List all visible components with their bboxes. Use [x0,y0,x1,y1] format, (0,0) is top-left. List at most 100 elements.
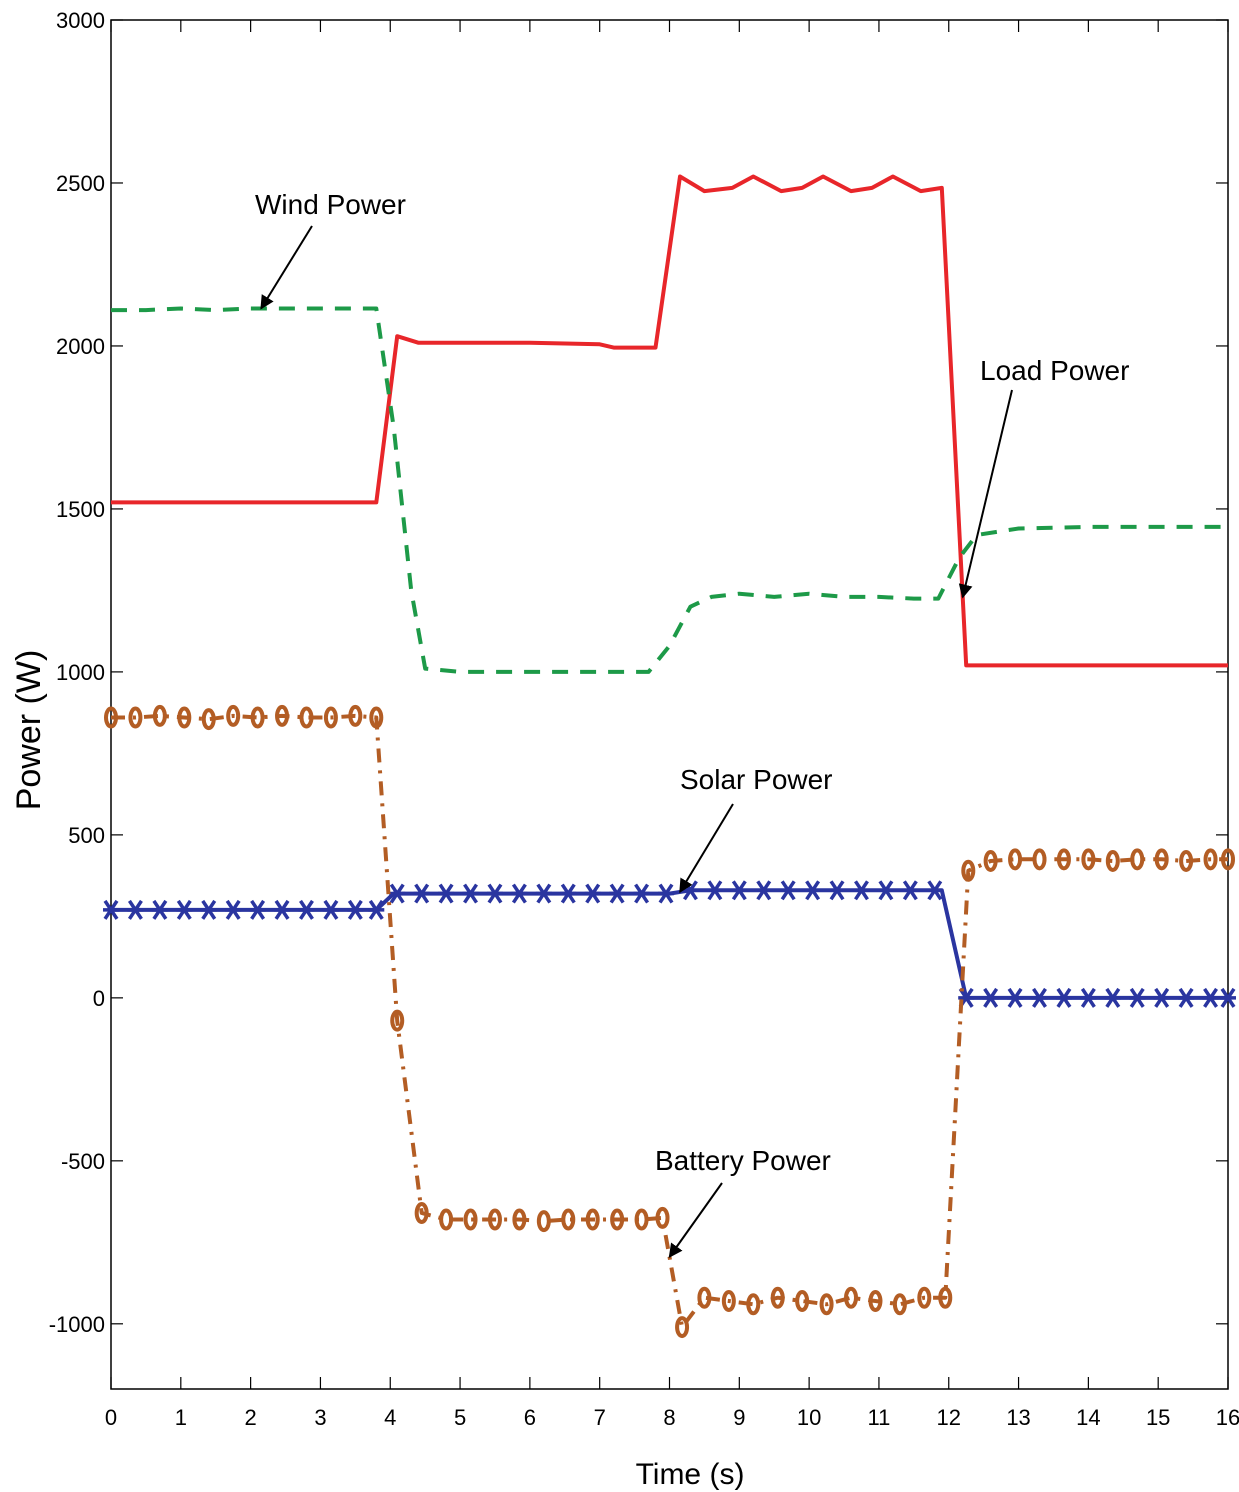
battery-power-marker [655,1206,670,1229]
y-tick-label: 0 [93,986,105,1011]
x-tick-label: 11 [868,1405,891,1430]
battery-power-marker [512,1208,527,1231]
solar-power-marker [1153,987,1170,1008]
battery-power-marker [369,706,384,729]
solar-power-marker [368,899,385,920]
load-power-line [111,174,1228,668]
battery-power-marker [414,1201,429,1224]
x-tick-label: 16 [1216,1405,1239,1430]
solar-power-marker [347,899,364,920]
battery-power-marker [1179,849,1194,872]
battery-power-marker [795,1289,810,1312]
x-tick-label: 6 [524,1405,536,1430]
battery-power-marker [348,704,363,727]
x-tick-label: 4 [384,1405,396,1430]
battery-power-marker [463,1208,478,1231]
y-tick-label: -500 [61,1149,105,1174]
solar-power-annotation-arrow [679,803,734,894]
battery-power-annotation-arrow [668,1182,723,1259]
wind-power-annotation: Wind Power [255,189,406,220]
solar-power-marker [1202,987,1219,1008]
battery-power-marker [299,706,314,729]
solar-power-marker [389,883,406,904]
y-tick-label: 1000 [56,660,105,685]
solar-power-marker [1178,987,1195,1008]
wind-power-annotation-arrow [260,225,313,310]
battery-power-marker [892,1293,907,1316]
x-tick-label: 10 [797,1405,821,1430]
solar-power-marker [902,880,919,901]
battery-power-marker [938,1286,953,1309]
x-tick-label: 1 [175,1405,187,1430]
series-layer [103,174,1236,1339]
solar-power-marker [249,899,266,920]
solar-power-marker [829,880,846,901]
solar-power-marker [584,883,601,904]
solar-power-marker [322,899,339,920]
y-tick-label: 500 [68,823,105,848]
battery-power-marker [844,1286,859,1309]
battery-power-marker [1130,848,1145,871]
battery-power-marker [961,859,976,882]
battery-power-marker [536,1210,551,1233]
battery-power-marker [128,706,143,729]
x-tick-label: 13 [1006,1405,1030,1430]
battery-power-annotation: Battery Power [655,1145,831,1176]
x-tick-label: 5 [454,1405,466,1430]
solar-power-marker [926,880,943,901]
solar-power-marker [982,987,999,1008]
battery-power-marker [746,1293,761,1316]
solar-power-marker [633,883,650,904]
solar-power-marker [804,880,821,901]
x-tick-label: 3 [314,1405,326,1430]
battery-power-marker [697,1286,712,1309]
solar-power-marker [1220,987,1236,1008]
solar-power-marker [731,880,748,901]
battery-power-marker [201,708,216,731]
battery-power-marker [819,1293,834,1316]
battery-power-series [104,704,1235,1339]
solar-power-marker [274,899,291,920]
battery-power-marker [1081,848,1096,871]
y-tick-label: 2500 [56,171,105,196]
axis-ticks: 0 1 2 3 4 5 6 7 8 9 10 11 12 13 14 15 16-1000-5000500100… [49,8,1239,1430]
solar-power-annotation: Solar Power [680,764,833,795]
battery-power-marker [1008,848,1023,871]
x-tick-label: 9 [733,1405,745,1430]
x-tick-label: 12 [937,1405,961,1430]
solar-power-marker [1104,987,1121,1008]
load-power-series [111,174,1228,668]
solar-power-marker [151,899,168,920]
battery-power-marker [1221,848,1235,871]
battery-power-marker [177,706,192,729]
solar-power-marker [609,883,626,904]
x-tick-label: 7 [594,1405,606,1430]
y-tick-label: 2000 [56,334,105,359]
solar-power-marker [780,880,797,901]
solar-power-marker [511,883,528,904]
battery-power-marker [1154,848,1169,871]
y-tick-label: 1500 [56,497,105,522]
battery-power-marker [152,704,167,727]
solar-power-marker [225,899,242,920]
battery-power-marker [439,1208,454,1231]
solar-power-marker [755,880,772,901]
battery-power-marker [275,704,290,727]
solar-power-marker [560,883,577,904]
battery-power-marker [1105,849,1120,872]
battery-power-marker [1032,848,1047,871]
battery-power-marker [1203,848,1218,871]
battery-power-marker [561,1208,576,1231]
solar-power-marker [1080,987,1097,1008]
solar-power-marker [103,899,119,920]
x-tick-label: 8 [663,1405,675,1430]
solar-power-marker [127,899,144,920]
battery-power-marker [1056,848,1071,871]
battery-power-marker [917,1286,932,1309]
battery-power-marker [610,1208,625,1231]
solar-power-marker [413,883,430,904]
solar-power-marker [535,883,552,904]
plot-frame [110,19,1229,1390]
battery-power-marker [104,706,118,729]
